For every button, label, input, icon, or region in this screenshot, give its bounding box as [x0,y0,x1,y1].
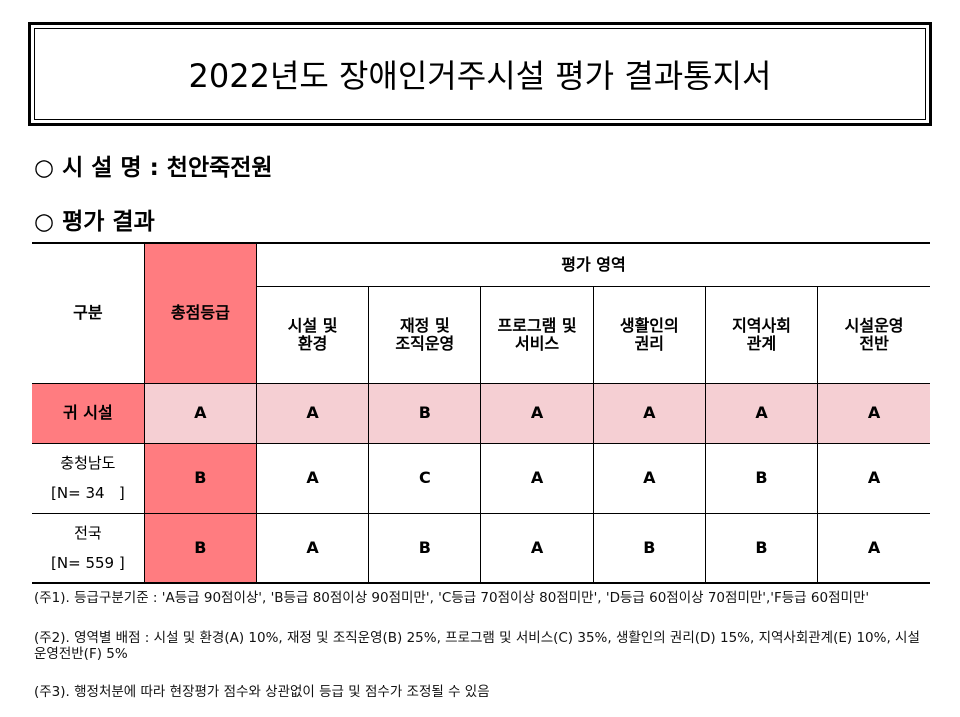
header-area-2: 프로그램 및 서비스 [480,285,594,384]
facility-name: ○ 시 설 명 : 천안죽전원 [34,155,273,181]
row-label: 충청남도 [N= 34 ] [32,442,145,514]
area-grade: A [817,512,930,584]
area-grade: A [704,382,819,444]
total-grade: B [143,442,257,514]
row-label-name: 충청남도 [60,454,116,472]
area-grade: A [592,382,706,444]
header-area-4: 지역사회 관계 [704,285,819,384]
table-row: 충청남도 [N= 34 ] B A C A A B A [32,442,930,514]
area-grade: C [368,442,482,514]
area-grade: B [592,512,706,584]
area-grade: A [255,382,370,444]
area-grade: B [368,382,482,444]
area-grade: B [704,512,819,584]
row-label: 전국 [N= 559 ] [32,512,145,584]
area-grade: B [704,442,819,514]
header-category: 구분 [32,242,145,384]
result-heading: ○ 평가 결과 [34,209,155,235]
row-label-name: 전국 [74,523,102,542]
header-area-5: 시설운영 전반 [817,285,930,384]
title-box: 2022년도 장애인거주시설 평가 결과통지서 [28,22,932,126]
row-label: 귀 시설 [32,382,145,444]
area-grade: A [255,512,370,584]
header-area-group: 평가 영역 [255,242,930,287]
document-title: 2022년도 장애인거주시설 평가 결과통지서 [34,28,926,120]
area-grade: A [255,442,370,514]
header-total-grade: 총점등급 [143,242,257,384]
row-label-count: [N= 559 ] [51,553,125,572]
header-area-0: 시설 및 환경 [256,285,370,384]
area-grade: A [480,442,594,514]
area-grade: A [480,512,594,584]
row-label-count: [N= 34 ] [51,484,125,502]
area-grade: A [817,382,930,444]
note-2: (주2). 영역별 배점 : 시설 및 환경(A) 10%, 재정 및 조직운영… [34,630,920,662]
total-grade: B [143,512,257,584]
note-3: (주3). 행정처분에 따라 현장평가 점수와 상관없이 등급 및 점수가 조정… [34,684,490,700]
area-grade: B [368,512,482,584]
table-row: 귀 시설 A A B A A A A [32,382,930,444]
result-table: 구분 총점등급 평가 영역 시설 및 환경 재정 및 조직운영 프로그램 및 서비스… [32,242,930,584]
total-grade: A [143,382,257,444]
area-grade: A [592,442,706,514]
table-row: 전국 [N= 559 ] B A B A B B A [32,512,930,584]
header-area-3: 생활인의 권리 [592,285,706,384]
header-area-1: 재정 및 조직운영 [368,285,482,384]
area-grade: A [480,382,594,444]
area-grade: A [817,442,930,514]
note-1: (주1). 등급구분기준 : 'A등급 90점이상', 'B등급 80점이상 9… [34,590,870,606]
